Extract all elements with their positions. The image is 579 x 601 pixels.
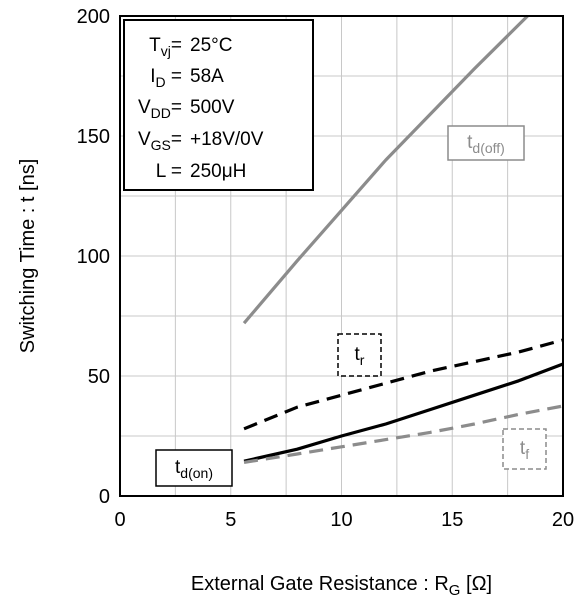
y-tick-label: 0 (99, 486, 110, 508)
series-line-don (243, 362, 564, 463)
condition-row: VDD= 500V (138, 97, 235, 121)
y-tick-label: 50 (88, 366, 110, 388)
condition-value: 58A (190, 66, 224, 87)
series-label-box (155, 449, 233, 487)
x-tick-label: 15 (441, 509, 463, 531)
condition-row: VGS= +18V/0V (138, 129, 264, 153)
x-tick-label: 10 (330, 509, 352, 531)
conditions-frame (123, 19, 314, 191)
y-axis-label: Switching Time : t [ns] (17, 159, 39, 354)
condition-symbol: L = (156, 161, 182, 182)
x-tick-label: 5 (225, 509, 236, 531)
series-curves (242, 14, 564, 464)
conditions-box: Tvj= 25°C ID = 58A VDD= 500V VGS= +18V/0V L = 250… (123, 19, 314, 191)
condition-row: ID = 58A (150, 66, 224, 90)
x-axis-label: External Gate Resistance : RG [Ω] (191, 573, 492, 599)
series-label-f: tf (502, 428, 547, 470)
condition-symbol: ID = (150, 66, 182, 90)
series-label-text: td(off) (467, 132, 505, 156)
series-label-doff: td(off) (447, 125, 525, 161)
series-label-text: tf (520, 438, 529, 462)
series-label-don: td(on) (155, 449, 233, 487)
condition-symbol: VGS= (138, 129, 182, 153)
condition-symbol: Tvj= (149, 35, 182, 59)
y-tick-label: 100 (77, 246, 110, 268)
series-labels: td(off) tr td(on) tf (155, 125, 547, 487)
condition-row: L = 250μH (156, 161, 247, 182)
y-tick-label: 150 (77, 126, 110, 148)
condition-value: 250μH (190, 161, 246, 182)
series-line-f (243, 404, 564, 464)
condition-symbol: VDD= (138, 97, 182, 121)
x-tick-label: 0 (114, 509, 125, 531)
series-label-r: tr (337, 333, 382, 377)
series-label-box (502, 428, 547, 470)
x-tick-label: 20 (552, 509, 574, 531)
condition-value: 500V (190, 97, 235, 118)
condition-row: Tvj= 25°C (149, 35, 232, 59)
series-label-box (447, 125, 525, 161)
condition-value: +18V/0V (190, 129, 264, 150)
condition-value: 25°C (190, 35, 232, 56)
series-label-text: tr (355, 344, 365, 368)
series-label-box (337, 333, 382, 377)
series-label-text: td(on) (175, 457, 213, 481)
plot-frame (119, 15, 564, 497)
y-tick-label: 200 (77, 6, 110, 28)
series-line-doff (242, 14, 529, 325)
